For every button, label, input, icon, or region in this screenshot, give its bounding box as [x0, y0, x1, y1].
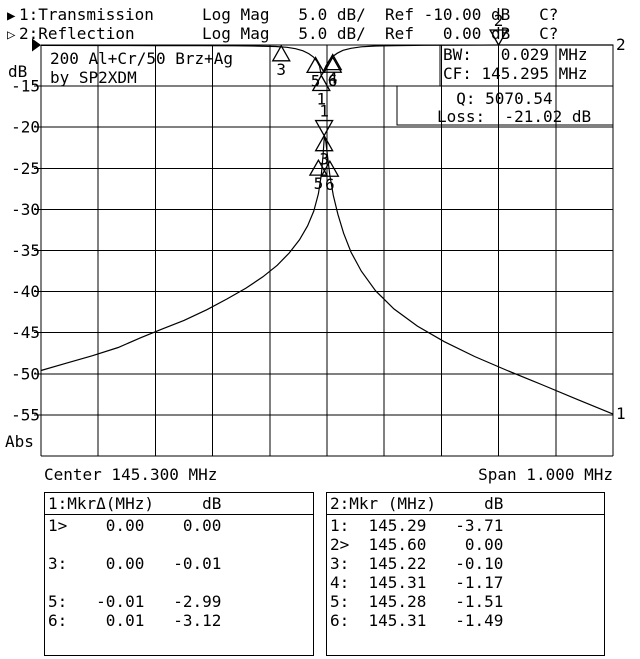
marker-ch1-3: 3	[314, 134, 334, 169]
y-axis-tick-label: -30	[11, 200, 40, 219]
marker-label: 1	[319, 102, 329, 121]
plot-annotation-line2: by SP2XDM	[50, 68, 137, 87]
marker-table-channel-1: 1:MkrΔ(MHz) dB 1> 0.00 0.00 3: 0.00 -0.0…	[44, 492, 314, 656]
bandwidth-readout: BW: 0.029 MHz	[443, 45, 588, 64]
marker-label: 2	[494, 11, 504, 30]
marker-ch2-1: 1	[311, 74, 331, 108]
marker-ch2-2: 2	[488, 11, 509, 47]
marker-table-1-header: 1:MkrΔ(MHz) dB	[45, 493, 313, 515]
ref-level-arrow-icon	[32, 38, 41, 52]
marker-label: 5	[314, 174, 324, 193]
marker-ch1-1: 1	[314, 102, 334, 137]
marker-ch1-6: 6	[320, 159, 340, 194]
marker-icon	[314, 134, 334, 152]
trace-number-labels: 12	[616, 35, 626, 423]
channel-1-status-line: 1:Transmission Log Mag 5.0 dB/ Ref -10.0…	[19, 5, 559, 24]
marker-table-2-header: 2:Mkr (MHz) dB	[327, 493, 604, 515]
y-axis: -15 -20 -25 -30 -35 -40 -45 -50 -55	[11, 77, 41, 424]
marker-label: 6	[325, 175, 335, 194]
measurement-plot: -15 -20 -25 -30 -35 -40 -45 -50 -55 dB Abs 200 A…	[5, 11, 626, 484]
plot-annotation-line1: 200 Al+Cr/50 Brz+Ag	[50, 49, 233, 68]
center-frequency-readout: CF: 145.295 MHz	[443, 64, 588, 83]
center-frequency-label: Center 145.300 MHz	[44, 465, 217, 484]
marker-ch2-5: 5	[305, 56, 326, 90]
marker-table-2-rows: 1: 145.29 -3.71 2> 145.60 0.00 3: 145.22…	[330, 516, 504, 630]
marker-label: 3	[319, 150, 329, 169]
y-axis-tick-label: -40	[11, 282, 40, 301]
marker-label: 3	[276, 60, 286, 79]
y-axis-tick-label: -55	[11, 405, 40, 424]
trace-number-label: 1	[616, 404, 626, 423]
marker-ch2-4: 4	[323, 53, 343, 88]
marker-label: 1	[316, 89, 326, 108]
marker-icon	[308, 158, 329, 176]
bw-cf-box: BW: 0.029 MHz CF: 145.295 MHz	[439, 44, 614, 87]
marker-label: 5	[311, 71, 321, 90]
marker-table-1-rows: 1> 0.00 0.00 3: 0.00 -0.01 5: -0.01 -2.9…	[48, 516, 222, 630]
y-axis-tick-label: -20	[11, 118, 40, 137]
marker-active-icon	[488, 29, 509, 47]
marker-ch1-5: 5	[308, 158, 329, 193]
marker-active-icon	[314, 119, 334, 137]
marker-ch2-3: 3	[271, 44, 291, 79]
y-axis-tick-label: -50	[11, 364, 40, 383]
marker-label: 4	[328, 69, 338, 88]
traces	[40, 44, 614, 415]
q-loss-box-border	[396, 85, 614, 126]
channel-2-status-line: 2:Reflection Log Mag 5.0 dB/ Ref 0.00 dB…	[19, 24, 559, 43]
span-label: Span 1.000 MHz	[478, 465, 613, 484]
marker-label: 6	[328, 71, 338, 90]
trace-number-label: 2	[616, 35, 626, 54]
marker-icon	[311, 74, 331, 92]
trace-transmission	[40, 135, 614, 415]
y-axis-tick-label: -15	[11, 77, 40, 96]
q-loss-box: Q: 5070.54 Loss: -21.02 dB	[396, 85, 614, 126]
channel-1-active-icon: ▶	[7, 8, 16, 24]
y-axis-format-label: Abs	[5, 432, 34, 451]
y-axis-tick-label: -25	[11, 159, 40, 178]
channel-2-inactive-icon: ▷	[7, 27, 16, 43]
q-factor-readout: Q: 5070.54	[437, 89, 553, 108]
trace-reflection	[40, 44, 613, 78]
y-axis-tick-label: -45	[11, 323, 40, 342]
y-axis-tick-label: -35	[11, 241, 40, 260]
marker-icon	[320, 159, 340, 177]
marker-icon	[323, 55, 343, 73]
marker-icon	[323, 53, 343, 71]
marker-icon	[271, 44, 291, 62]
marker-table-channel-2: 2:Mkr (MHz) dB 1: 145.29 -3.71 2> 145.60…	[326, 492, 605, 656]
y-axis-unit-label: dB	[8, 62, 27, 81]
loss-readout: Loss: -21.02 dB	[437, 107, 591, 126]
marker-ch2-6: 6	[323, 55, 343, 90]
marker-icon	[305, 56, 326, 74]
